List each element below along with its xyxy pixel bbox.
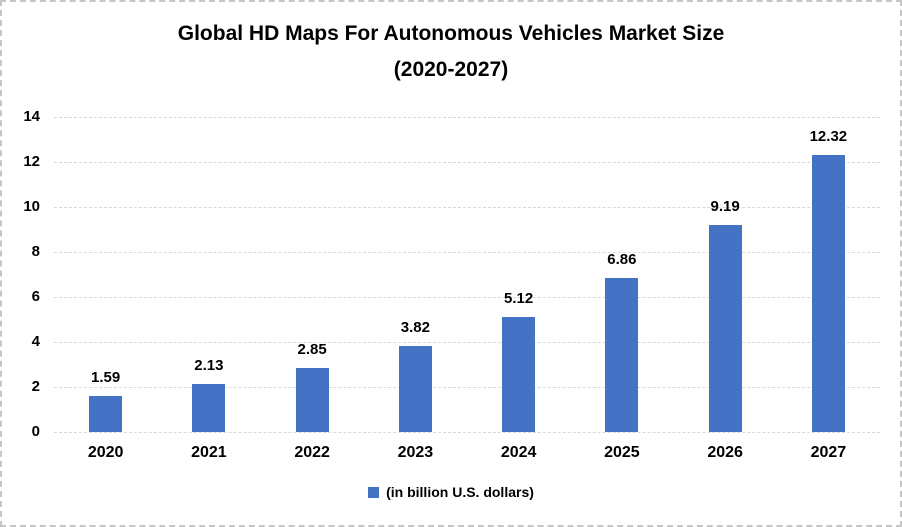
y-tick-label: 10 [23, 198, 40, 215]
x-tick-label: 2020 [87, 444, 124, 461]
bar-2023 [398, 346, 432, 432]
bar-value-label: 9.19 [710, 198, 740, 216]
y-axis: 0 2 4 6 8 10 12 14 [2, 108, 42, 440]
bar-2021 [192, 384, 226, 432]
y-tick-label: 0 [31, 423, 40, 440]
x-tick-label: 2026 [707, 444, 743, 461]
bar-value-label: 1.59 [91, 369, 121, 387]
gridline [54, 117, 880, 118]
y-tick-label: 14 [23, 108, 40, 125]
x-tick-label: 2025 [604, 444, 640, 461]
bar-2020 [89, 396, 123, 432]
x-tick-label: 2021 [191, 444, 227, 461]
gridline [54, 297, 880, 298]
y-tick-label: 4 [31, 333, 40, 350]
y-tick-label: 6 [31, 288, 40, 305]
bar-value-label: 3.82 [400, 319, 430, 337]
chart-title: Global HD Maps For Autonomous Vehicles M… [177, 22, 725, 45]
x-tick-label: 2022 [294, 444, 330, 461]
gridline [54, 342, 880, 343]
x-axis: 2020 2021 2022 2023 2024 2025 2026 2027 [54, 442, 880, 464]
gridline [54, 207, 880, 208]
legend: (in billion U.S. dollars) [2, 484, 900, 500]
chart-title-block: Global HD Maps For Autonomous Vehicles M… [2, 16, 900, 88]
y-tick-label: 12 [23, 153, 40, 170]
legend-label: (in billion U.S. dollars) [386, 484, 534, 500]
x-tick-label: 2023 [397, 444, 434, 461]
y-tick-label: 2 [31, 378, 40, 395]
gridline [54, 252, 880, 253]
bar-value-label: 5.12 [504, 289, 534, 307]
y-tick-label: 8 [31, 243, 40, 260]
bar-value-label: 2.13 [194, 357, 224, 375]
bar-2027 [811, 154, 845, 432]
gridline [54, 432, 880, 433]
x-tick-label: 2024 [500, 444, 537, 461]
chart-subtitle: (2020-2027) [393, 58, 509, 81]
bar-value-label: 2.85 [297, 340, 327, 358]
bar-2022 [295, 367, 329, 432]
gridline [54, 387, 880, 388]
bar-2025 [605, 277, 639, 432]
bar-value-label: 12.32 [809, 127, 848, 145]
bar-2026 [708, 225, 742, 432]
bar-value-label: 6.86 [607, 250, 637, 268]
bar-2024 [502, 316, 536, 432]
gridline [54, 162, 880, 163]
plot-area: 1.59 2.13 2.85 3.82 5.12 6.86 9.19 12.32 [54, 117, 880, 433]
legend-swatch-icon [368, 486, 380, 498]
x-tick-label: 2027 [810, 444, 847, 461]
